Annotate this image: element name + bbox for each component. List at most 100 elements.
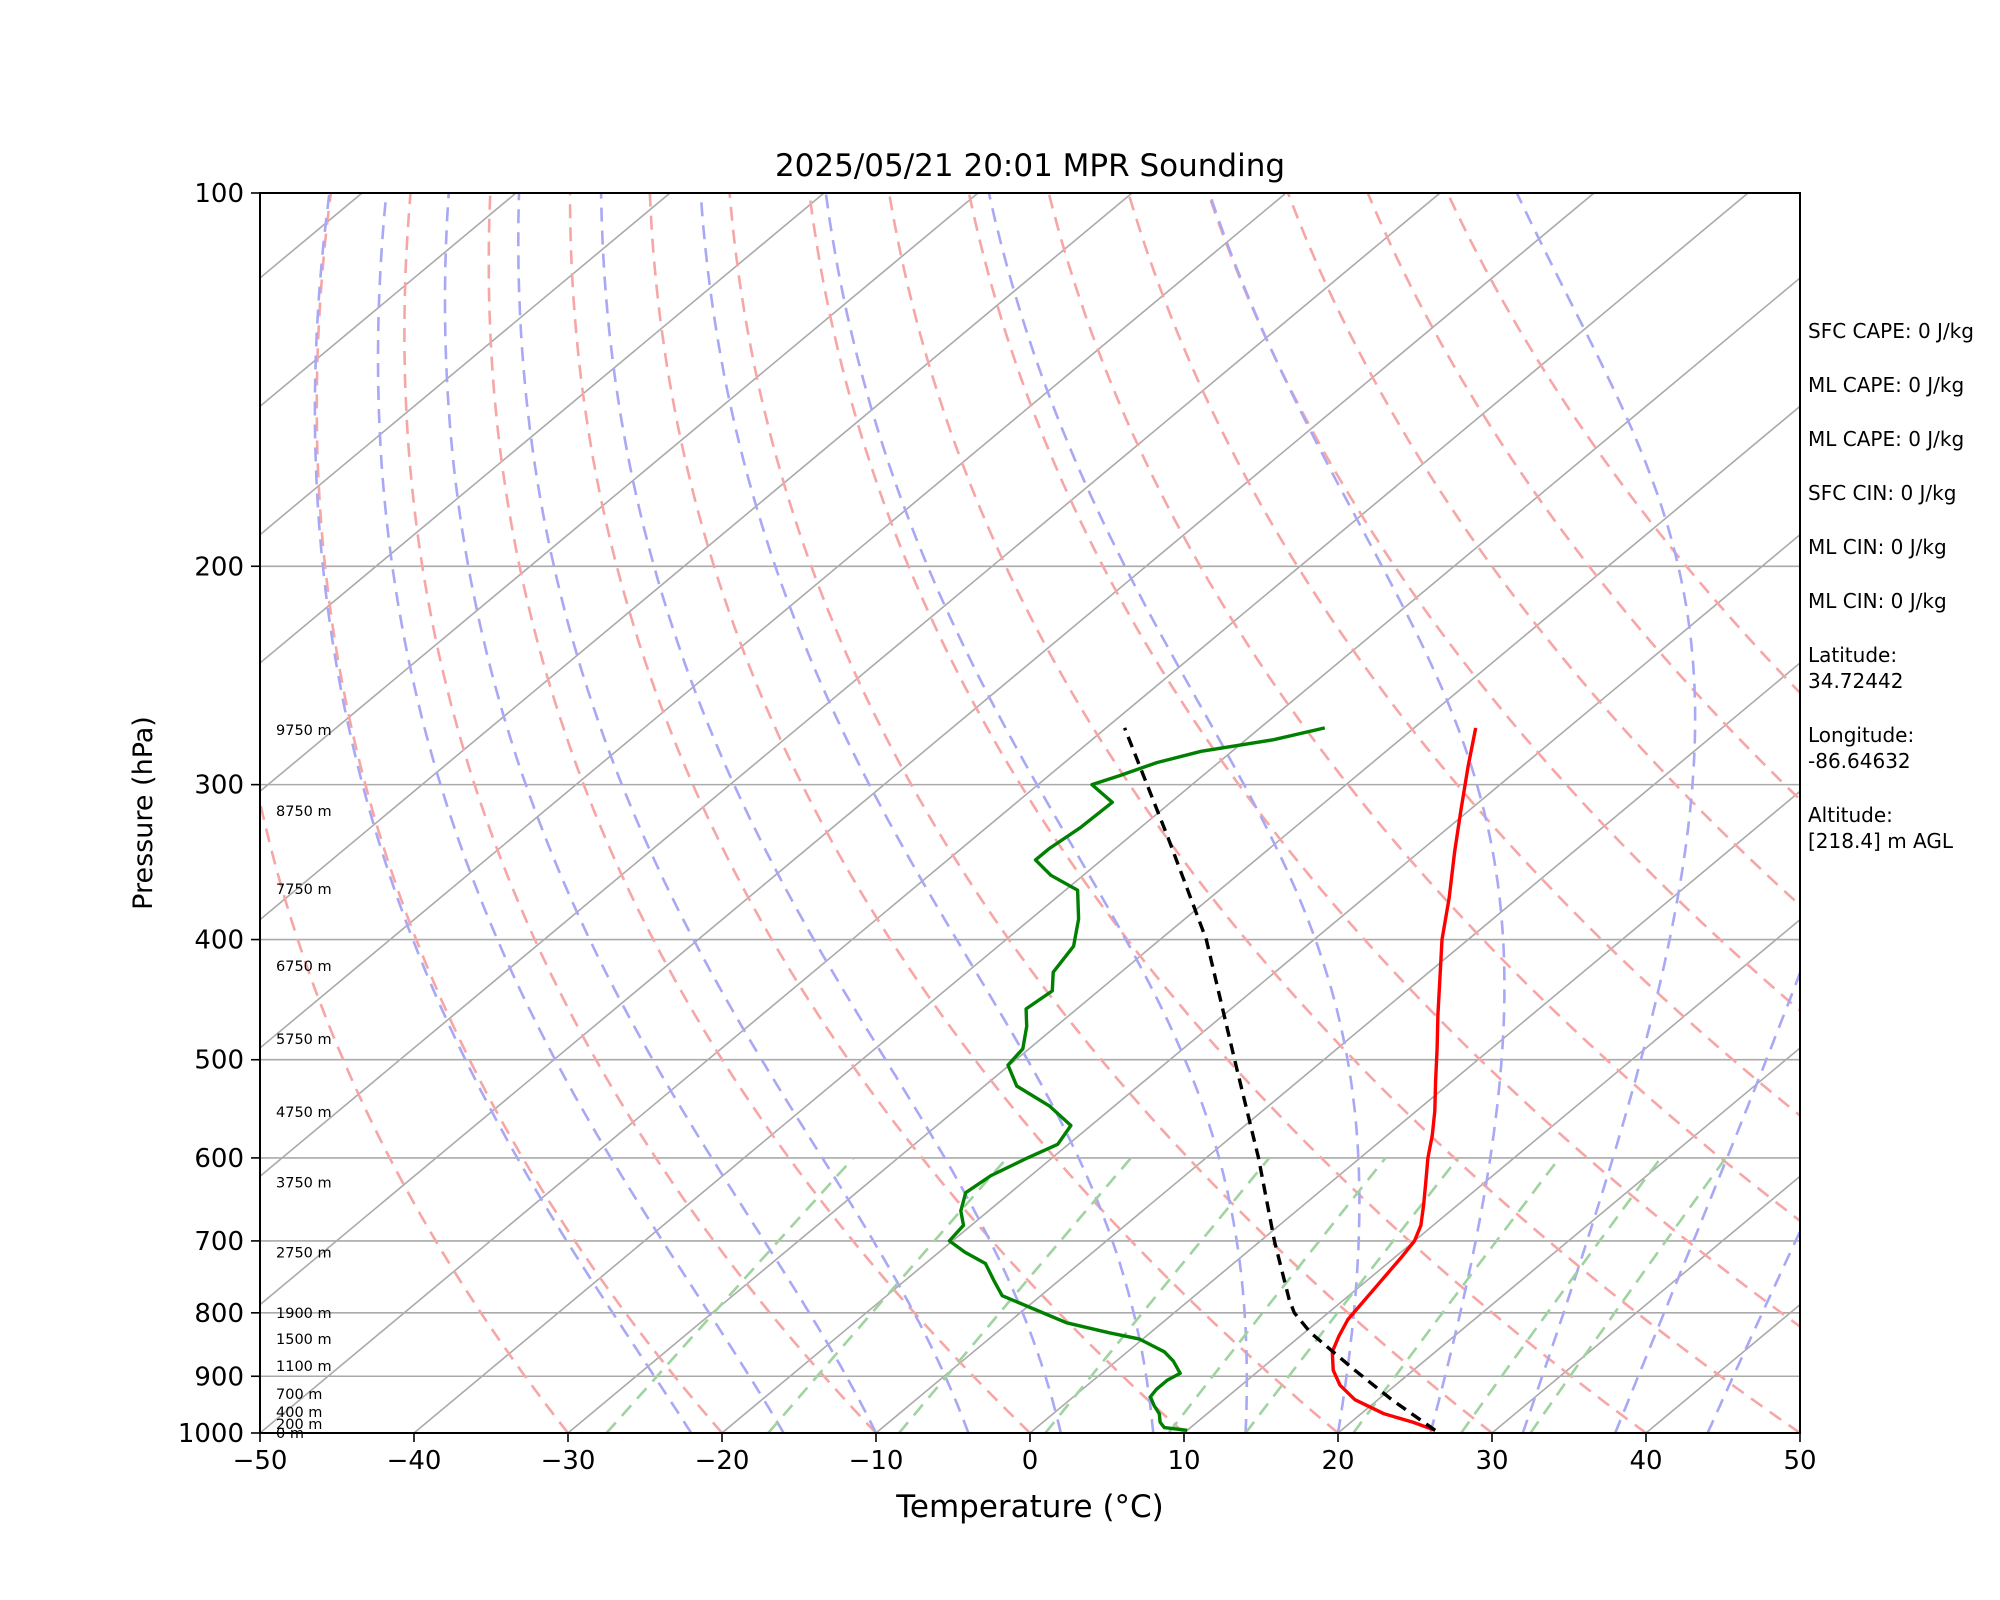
isotherm-line: [1029, 790, 1800, 1433]
stat-sfc-cin: SFC CIN: 0 J/kg: [1808, 481, 1957, 505]
moist-adiabat-line: [599, 193, 1063, 1433]
stat-longitude: Longitude: -86.64632: [1808, 723, 1915, 773]
reference-lines: [260, 193, 1800, 1433]
stat-ml-cin: ML CIN: 0 J/kg: [1808, 535, 1947, 559]
dry-adiabat-line: [1366, 193, 1800, 802]
dry-adiabat-line: [315, 193, 723, 1433]
stat-ml-cape-2: ML CAPE: 0 J/kg: [1808, 427, 1965, 451]
mixing-ratio-line: [1352, 1157, 1561, 1433]
x-tick-label: −40: [387, 1446, 442, 1476]
y-tick-label: 400: [194, 926, 244, 956]
isotherm-line: [260, 193, 979, 793]
y-tick-label: 300: [194, 771, 244, 801]
y-tick-label: 800: [194, 1299, 244, 1329]
dry-adiabat-line: [568, 193, 1185, 1433]
y-tick-label: 100: [194, 179, 244, 209]
y-axis-label: Pressure (hPa): [128, 716, 159, 910]
dry-adiabat-line: [728, 193, 1493, 1433]
height-label: 700 m: [276, 1387, 322, 1403]
x-tick-label: −20: [695, 1446, 750, 1476]
stat-ml-cape: ML CAPE: 0 J/kg: [1808, 373, 1965, 397]
isotherm-line: [1337, 1046, 1800, 1433]
moist-adiabat-line: [443, 193, 878, 1433]
mixing-ratio-line: [605, 1157, 855, 1433]
dry-adiabat-line: [648, 193, 1339, 1433]
temperature-profile: [1330, 727, 1478, 1432]
stat-sfc-cape: SFC CAPE: 0 J/kg: [1808, 319, 1974, 343]
mixing-ratio-line: [1460, 1157, 1662, 1433]
isotherm-line: [567, 405, 1800, 1433]
isotherm-line: [260, 193, 1287, 1050]
isotherm-line: [260, 193, 671, 536]
stat-ml-cin-2: ML CIN: 0 J/kg: [1808, 589, 1947, 613]
y-tick-label: 900: [194, 1362, 244, 1392]
dry-adiabat-line: [1047, 193, 1800, 1223]
dry-adiabat-line: [260, 796, 570, 1433]
mixing-ratio-line: [1529, 1157, 1727, 1433]
moist-adiabat-line: [1706, 1228, 1800, 1433]
height-label: 1900 m: [276, 1306, 332, 1322]
height-label: 7750 m: [276, 882, 332, 898]
x-tick-label: −30: [541, 1446, 596, 1476]
height-label: 4750 m: [276, 1105, 332, 1121]
sounding-profiles: [947, 726, 1478, 1432]
x-tick-label: −50: [233, 1446, 288, 1476]
height-label: 8750 m: [276, 804, 332, 820]
isotherm-line: [1183, 918, 1800, 1433]
isotherm-line: [260, 193, 1441, 1178]
height-label: 0 m: [276, 1426, 304, 1442]
isotherm-line: [875, 661, 1800, 1433]
dry-adiabat-line: [403, 193, 877, 1433]
height-label: 3750 m: [276, 1175, 332, 1191]
x-tick-label: 20: [1321, 1446, 1354, 1476]
x-axis-label: Temperature (°C): [895, 1489, 1164, 1525]
mixing-ratio-line: [767, 1157, 1008, 1433]
x-tick-label: 0: [1022, 1446, 1039, 1476]
dry-adiabat-line: [1286, 193, 1800, 908]
y-axis: 100 200 300 400 500 600 700 800 900 1000: [178, 179, 260, 1449]
dry-adiabat-line: [1127, 193, 1800, 1118]
height-label: 9750 m: [276, 723, 332, 739]
height-label: 2750 m: [276, 1245, 332, 1261]
y-tick-label: 500: [194, 1046, 244, 1076]
moist-adiabat-line: [1208, 193, 1506, 1433]
moist-adiabat-line: [516, 193, 970, 1433]
height-label: 1100 m: [276, 1359, 332, 1375]
moist-adiabat-line: [313, 193, 693, 1433]
isotherm-line: [721, 533, 1800, 1433]
isotherm-line: [260, 193, 517, 408]
x-axis: −50 −40 −30 −20 −10 0 10 20 30 40 50: [233, 1433, 1817, 1476]
isotherm-line: [260, 193, 1133, 921]
height-label: 6750 m: [276, 959, 332, 975]
dry-adiabat-line: [887, 193, 1800, 1433]
x-tick-label: −10: [849, 1446, 904, 1476]
y-tick-label: 200: [194, 552, 244, 582]
stat-latitude: Latitude: 34.72442: [1808, 643, 1904, 693]
stat-altitude: Altitude: [218.4] m AGL: [1808, 803, 1954, 853]
height-label: 400 m: [276, 1405, 322, 1421]
x-tick-label: 50: [1783, 1446, 1816, 1476]
mixing-ratio-line: [1044, 1157, 1271, 1433]
height-label: 200 m: [276, 1417, 322, 1433]
moist-adiabat-line: [1515, 193, 1697, 1433]
x-tick-label: 10: [1167, 1446, 1200, 1476]
chart-title: 2025/05/21 20:01 MPR Sounding: [775, 148, 1285, 184]
dry-adiabat-line: [808, 193, 1647, 1433]
dewpoint-profile: [947, 726, 1326, 1432]
moist-adiabat-line: [824, 193, 1249, 1433]
isotherm-line: [260, 193, 1595, 1306]
y-tick-label: 600: [194, 1144, 244, 1174]
isotherm-line: [1491, 1175, 1800, 1433]
x-tick-label: 40: [1629, 1446, 1662, 1476]
dry-adiabat-line: [967, 193, 1800, 1329]
moist-adiabat-line: [987, 193, 1361, 1433]
parcel-profile: [1123, 727, 1437, 1432]
moist-adiabat-line: [1613, 969, 1800, 1433]
y-tick-label: 700: [194, 1227, 244, 1257]
height-labels: 9750 m 8750 m 7750 m 6750 m 5750 m 4750 m 3750…: [276, 723, 332, 1442]
y-tick-label: 1000: [178, 1419, 244, 1449]
isotherm-line: [260, 193, 825, 665]
dry-adiabat-line: [487, 193, 1031, 1433]
mixing-ratio-line: [898, 1157, 1132, 1433]
